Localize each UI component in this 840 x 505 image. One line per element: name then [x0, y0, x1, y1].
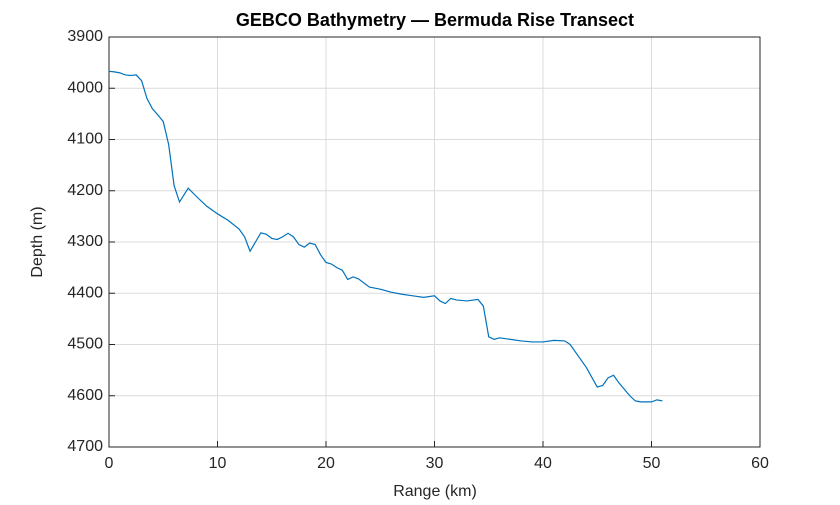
x-tick-label: 40 — [534, 455, 552, 472]
plot-frame — [108, 36, 761, 448]
x-tick-label: 0 — [105, 455, 114, 472]
y-tick-label: 3900 — [67, 28, 103, 45]
x-tick-label: 10 — [209, 455, 227, 472]
x-tick-label: 20 — [317, 455, 335, 472]
y-tick-label: 4500 — [67, 336, 103, 353]
y-tick-label: 4200 — [67, 182, 103, 199]
x-tick-label: 50 — [643, 455, 661, 472]
depth-line — [108, 70, 663, 403]
y-tick-label: 4600 — [67, 387, 103, 404]
y-tick-label: 4400 — [67, 284, 103, 301]
y-tick-label: 4700 — [67, 438, 103, 455]
x-tick-label: 60 — [751, 455, 769, 472]
x-tick-label: 30 — [426, 455, 444, 472]
x-axis-label: Range (km) — [393, 483, 477, 500]
y-tick-label: 4000 — [67, 79, 103, 96]
y-axis-label: Depth (m) — [29, 206, 46, 277]
chart-title: GEBCO Bathymetry — Bermuda Rise Transect — [236, 10, 634, 30]
y-tick-label: 4300 — [67, 233, 103, 250]
y-tick-label: 4100 — [67, 131, 103, 148]
